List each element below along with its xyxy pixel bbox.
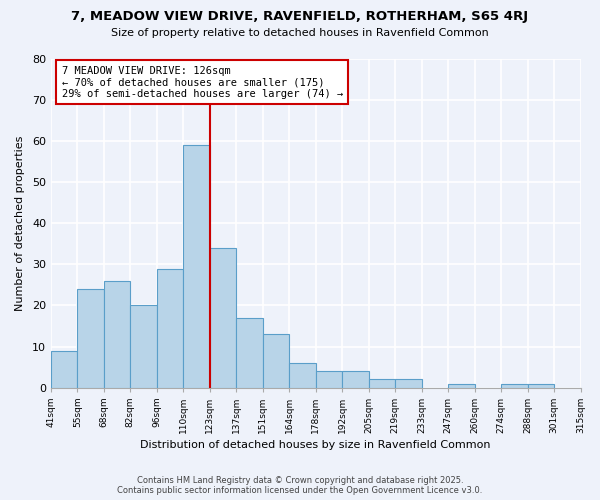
Bar (157, 268, 184, 388)
Bar (77, 289, 104, 388)
Text: 7 MEADOW VIEW DRIVE: 126sqm
← 70% of detached houses are smaller (175)
29% of se: 7 MEADOW VIEW DRIVE: 126sqm ← 70% of det… (62, 66, 343, 99)
Bar (236, 318, 263, 388)
Bar (51, 350, 77, 388)
Bar (501, 384, 527, 388)
Bar (368, 380, 395, 388)
Bar (527, 384, 554, 388)
Text: Size of property relative to detached houses in Ravenfield Common: Size of property relative to detached ho… (111, 28, 489, 38)
Bar (395, 380, 422, 388)
Bar (342, 371, 368, 388)
Bar (316, 371, 342, 388)
Bar (104, 281, 130, 388)
X-axis label: Distribution of detached houses by size in Ravenfield Common: Distribution of detached houses by size … (140, 440, 491, 450)
Bar (130, 306, 157, 388)
Bar (289, 363, 316, 388)
Text: 7, MEADOW VIEW DRIVE, RAVENFIELD, ROTHERHAM, S65 4RJ: 7, MEADOW VIEW DRIVE, RAVENFIELD, ROTHER… (71, 10, 529, 23)
Y-axis label: Number of detached properties: Number of detached properties (15, 136, 25, 311)
Bar (210, 248, 236, 388)
Text: Contains HM Land Registry data © Crown copyright and database right 2025.
Contai: Contains HM Land Registry data © Crown c… (118, 476, 482, 495)
Bar (448, 384, 475, 388)
Bar (184, 146, 210, 388)
Bar (263, 334, 289, 388)
